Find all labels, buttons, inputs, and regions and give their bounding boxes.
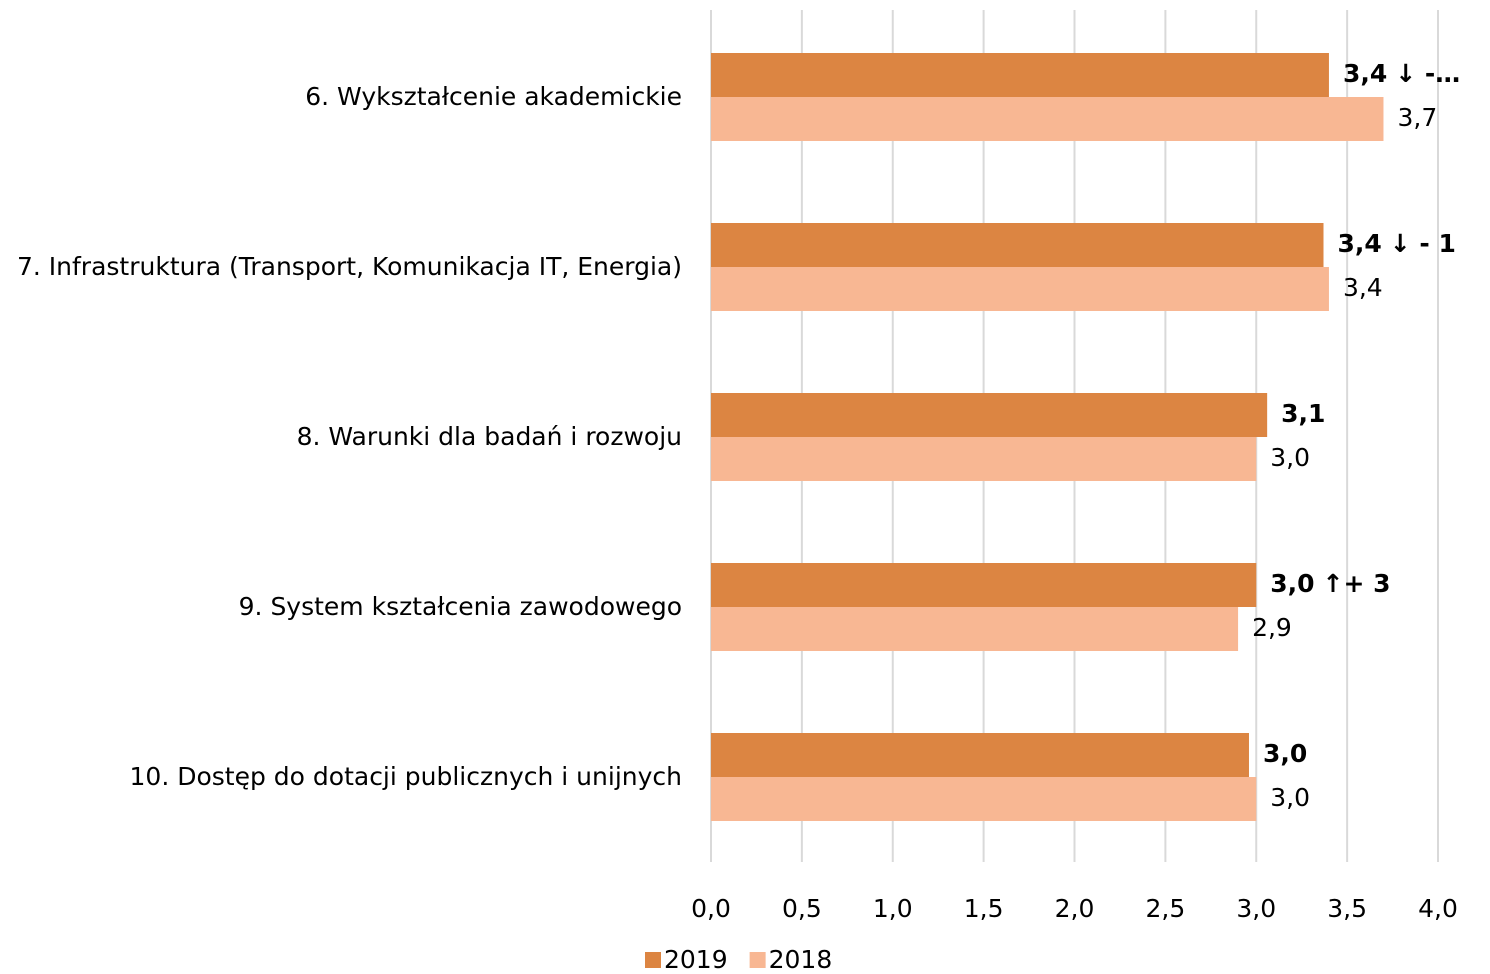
x-tick-label: 2,0 bbox=[1055, 894, 1095, 923]
x-tick-label: 3,5 bbox=[1327, 894, 1367, 923]
bar bbox=[711, 437, 1257, 481]
value-label: 3,0 bbox=[1270, 443, 1310, 472]
value-label: 3,1 bbox=[1281, 399, 1325, 428]
bar bbox=[711, 563, 1257, 607]
x-tick-label: 0,5 bbox=[782, 894, 822, 923]
legend-swatch bbox=[749, 952, 766, 968]
value-label: 3,0 bbox=[1270, 569, 1314, 598]
bar bbox=[711, 393, 1268, 437]
category-label: 6. Wykształcenie akademickie bbox=[305, 82, 682, 111]
value-label: 3,0 bbox=[1270, 783, 1310, 812]
category-label: 7. Infrastruktura (Transport, Komunikacj… bbox=[16, 252, 682, 281]
legend-swatch bbox=[645, 952, 661, 968]
x-tick-label: 1,5 bbox=[964, 894, 1004, 923]
value-label: 2,9 bbox=[1252, 613, 1292, 642]
category-label: 8. Warunki dla badań i rozwoju bbox=[296, 422, 682, 451]
bar bbox=[711, 607, 1239, 651]
legend-label: 2019 bbox=[664, 945, 728, 974]
value-label: 3,4 bbox=[1343, 273, 1383, 302]
x-tick-label: 2,5 bbox=[1145, 894, 1185, 923]
category-label: 9. System kształcenia zawodowego bbox=[238, 592, 682, 621]
annotation: ↓ - 1 bbox=[1390, 229, 1456, 258]
value-label: 3,0 bbox=[1263, 739, 1307, 768]
value-label: 3,4 bbox=[1337, 229, 1381, 258]
legend-label: 2018 bbox=[769, 945, 833, 974]
annotation: ↑+ 3 bbox=[1323, 569, 1391, 598]
value-label: 3,7 bbox=[1397, 103, 1437, 132]
bar bbox=[711, 777, 1257, 821]
category-label: 10. Dostęp do dotacji publicznych i unij… bbox=[129, 762, 682, 791]
x-tick-label: 4,0 bbox=[1418, 894, 1458, 923]
x-tick-label: 1,0 bbox=[873, 894, 913, 923]
bar bbox=[711, 267, 1329, 311]
x-tick-label: 0,0 bbox=[691, 894, 731, 923]
annotation: ↓ -… bbox=[1395, 59, 1460, 88]
bar bbox=[711, 53, 1329, 97]
value-label: 3,4 bbox=[1343, 59, 1387, 88]
bar bbox=[711, 733, 1249, 777]
x-tick-label: 3,0 bbox=[1236, 894, 1276, 923]
bar bbox=[711, 223, 1324, 267]
bar bbox=[711, 97, 1384, 141]
